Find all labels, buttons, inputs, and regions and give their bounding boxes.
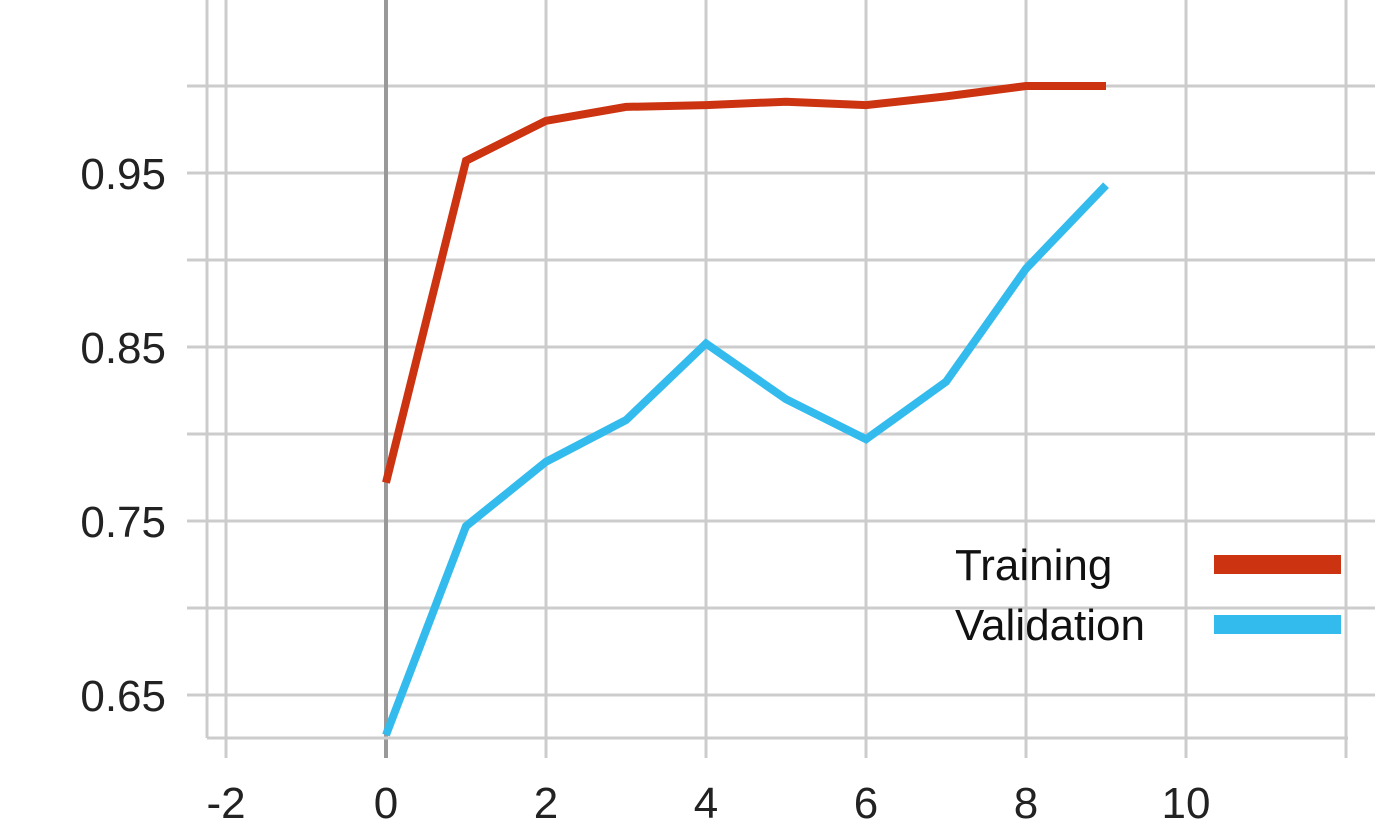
legend: Training Validation (955, 541, 1341, 650)
x-tick-label: -2 (206, 779, 245, 828)
x-tick-label: 4 (694, 779, 718, 828)
x-tick-label: 2 (534, 779, 558, 828)
y-tick-label: 0.85 (80, 324, 166, 373)
y-tick-label: 0.95 (80, 150, 166, 199)
legend-label-training: Training (955, 541, 1112, 590)
series-lines (382, 82, 1109, 737)
x-tick-label: 8 (1014, 779, 1038, 828)
axes (205, 0, 1348, 740)
x-tick-label: 0 (374, 779, 398, 828)
series-line-training (382, 82, 1106, 484)
grid-lines (187, 0, 1375, 758)
x-tick-label: 10 (1162, 779, 1211, 828)
legend-swatch-validation (1214, 615, 1341, 634)
x-tick-label: 6 (854, 779, 878, 828)
legend-label-validation: Validation (955, 601, 1145, 650)
series-line-validation (382, 182, 1109, 737)
y-tick-label: 0.65 (80, 672, 166, 721)
legend-swatch-training (1214, 555, 1341, 574)
tick-labels: -2 0 2 4 6 8 10 0.65 0.75 0.85 0.95 (80, 150, 1210, 828)
y-tick-label: 0.75 (80, 498, 166, 547)
